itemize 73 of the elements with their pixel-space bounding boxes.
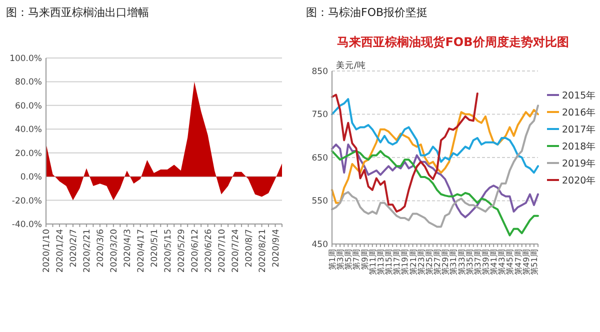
- x-tick-label: 第31周: [449, 249, 458, 276]
- legend-label: 2019年: [562, 157, 596, 170]
- x-tick-label: 第27周: [433, 249, 442, 276]
- x-tick-label: 第15周: [384, 249, 394, 276]
- y-tick-label: 750: [312, 110, 328, 120]
- x-tick-label: 第35周: [465, 249, 474, 276]
- x-tick-label: 第17周: [392, 249, 402, 276]
- y-tick-label: 0.0%: [20, 172, 42, 183]
- y-tick-label: 20.0%: [14, 148, 42, 159]
- x-tick-label: 第1周: [328, 249, 337, 270]
- x-tick-label: 第39周: [481, 249, 490, 276]
- line-series: [331, 98, 539, 174]
- x-tick-label: 2020/2/21: [82, 229, 92, 273]
- x-tick-label: 第3周: [336, 249, 346, 270]
- x-tick-label: 第19周: [400, 249, 410, 276]
- x-tick-label: 第21周: [408, 249, 418, 276]
- x-tick-label: 2020/1/10: [42, 229, 52, 273]
- x-tick-label: 第45周: [506, 249, 515, 276]
- chart-title: 图：马棕油FOB报价坚挺: [306, 6, 428, 19]
- y-tick-label: 650: [312, 153, 328, 164]
- y-tick-label: 450: [312, 240, 328, 250]
- x-tick-label: 第13周: [376, 249, 386, 276]
- x-tick-label: 2020/2/7: [68, 229, 79, 268]
- x-tick-label: 2020/6/26: [204, 229, 214, 273]
- line-series: [331, 104, 539, 228]
- x-tick-label: 2020/9/4: [271, 229, 282, 268]
- x-tick-label: 第49周: [522, 249, 531, 276]
- x-tick-label: 2020/4/3: [122, 229, 133, 268]
- legend-label: 2017年: [562, 123, 596, 136]
- y-tick-label: 40.0%: [14, 125, 42, 136]
- x-tick-label: 第5周: [344, 249, 354, 270]
- x-tick-label: 2020/1/24: [55, 229, 66, 273]
- x-tick-label: 2020/8/21: [258, 229, 268, 273]
- x-tick-label: 2020/5/15: [163, 229, 174, 273]
- x-tick-label: 第47周: [514, 249, 523, 276]
- x-tick-label: 第51周: [530, 249, 539, 276]
- y-tick-label: -40.0%: [12, 220, 42, 230]
- x-tick-label: 2020/5/1: [150, 229, 160, 268]
- x-tick-label: 2020/4/17: [136, 229, 146, 273]
- y-tick-label: 850: [312, 66, 328, 77]
- x-tick-label: 第33周: [457, 249, 466, 276]
- x-tick-label: 2020/3/20: [109, 229, 120, 273]
- y-tick-label: -20.0%: [12, 196, 42, 206]
- line-series: [331, 108, 539, 204]
- x-tick-label: 2020/7/10: [217, 229, 228, 273]
- x-tick-label: 第25周: [424, 249, 434, 276]
- x-tick-label: 第29周: [441, 249, 450, 276]
- line-series: [331, 144, 539, 218]
- x-tick-label: 第37周: [473, 249, 482, 276]
- y-tick-label: 100.0%: [10, 54, 42, 64]
- line-series: [331, 92, 478, 213]
- line-series: [331, 150, 539, 236]
- legend-label: 2015年: [562, 89, 596, 102]
- x-tick-label: 2020/7/24: [230, 229, 241, 273]
- x-tick-label: 2020/5/29: [176, 229, 187, 273]
- x-tick-label: 第9周: [360, 249, 370, 270]
- legend-label: 2018年: [562, 140, 596, 152]
- x-tick-label: 第43周: [498, 249, 507, 276]
- y-tick-label: 80.0%: [14, 78, 42, 88]
- y-axis-title: 美元/吨: [336, 60, 366, 71]
- x-tick-label: 2020/3/6: [96, 229, 106, 268]
- x-tick-label: 第7周: [352, 249, 362, 270]
- x-tick-label: 第41周: [490, 249, 499, 276]
- x-tick-label: 第23周: [416, 249, 426, 276]
- chart-title: 图：马来西亚棕榈油出口增幅: [6, 6, 149, 19]
- y-tick-label: 550: [312, 196, 328, 207]
- legend-label: 2020年: [562, 174, 596, 186]
- legend-label: 2016年: [562, 106, 596, 118]
- y-tick-label: 60.0%: [14, 101, 42, 112]
- x-tick-label: 第11周: [368, 249, 378, 276]
- x-tick-label: 2020/8/7: [244, 229, 254, 268]
- chart-subtitle: 马来西亚棕榈油现货FOB价周度走势对比图: [337, 35, 569, 49]
- x-tick-label: 2020/6/12: [190, 229, 200, 273]
